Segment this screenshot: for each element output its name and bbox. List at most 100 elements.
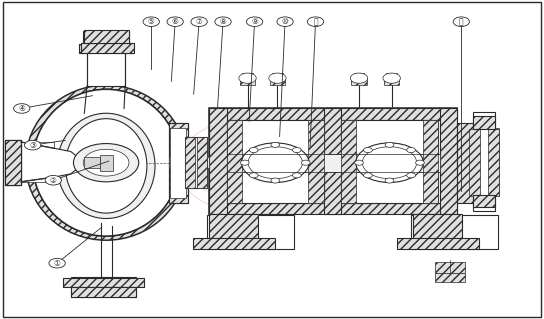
Circle shape	[355, 160, 363, 165]
Bar	[354, 73, 364, 78]
Bar	[5, 140, 21, 185]
Bar	[473, 116, 495, 129]
Circle shape	[73, 144, 139, 182]
Circle shape	[293, 147, 301, 152]
Text: 深: 深	[204, 180, 209, 190]
Circle shape	[143, 17, 159, 26]
Ellipse shape	[26, 85, 187, 240]
Bar	[71, 277, 136, 297]
Bar	[473, 112, 495, 211]
Bar	[435, 273, 465, 282]
Text: ⑦: ⑦	[196, 17, 202, 26]
Bar	[413, 214, 462, 242]
Text: 石: 石	[299, 180, 305, 190]
Circle shape	[49, 258, 65, 268]
Bar	[469, 129, 480, 196]
Circle shape	[167, 17, 183, 26]
Ellipse shape	[57, 113, 155, 219]
Circle shape	[240, 160, 249, 165]
Circle shape	[362, 147, 417, 179]
Bar	[240, 78, 255, 85]
Circle shape	[14, 104, 30, 113]
Bar	[169, 123, 188, 203]
Circle shape	[453, 17, 469, 26]
Bar	[469, 129, 499, 196]
Bar	[83, 31, 129, 44]
Bar	[100, 155, 113, 171]
Bar	[384, 78, 399, 85]
Circle shape	[356, 143, 423, 182]
Bar	[207, 215, 294, 249]
Bar	[397, 238, 479, 249]
Bar	[227, 154, 440, 172]
Text: ⑥: ⑥	[172, 17, 178, 26]
Ellipse shape	[33, 89, 180, 236]
Text: ⑫: ⑫	[459, 17, 463, 26]
Bar	[197, 137, 207, 188]
Circle shape	[271, 178, 280, 183]
Circle shape	[407, 173, 416, 178]
Circle shape	[363, 147, 372, 152]
Text: ①: ①	[54, 259, 60, 268]
Ellipse shape	[33, 89, 180, 236]
Bar	[209, 108, 457, 214]
Text: 水: 水	[250, 180, 256, 190]
Circle shape	[277, 17, 293, 26]
Circle shape	[239, 73, 256, 83]
Text: ⑪: ⑪	[313, 17, 318, 26]
Circle shape	[350, 73, 368, 83]
Bar	[341, 120, 356, 203]
Bar	[324, 108, 341, 214]
Ellipse shape	[65, 119, 147, 213]
Bar	[79, 44, 133, 53]
Bar	[242, 73, 253, 78]
Bar	[84, 157, 100, 168]
Circle shape	[416, 160, 424, 165]
Bar	[386, 73, 397, 78]
Text: ⑨: ⑨	[251, 17, 258, 26]
Circle shape	[249, 147, 258, 152]
Bar	[227, 120, 242, 203]
Text: ⑤: ⑤	[148, 17, 154, 26]
Bar	[71, 287, 136, 297]
Circle shape	[363, 173, 372, 178]
Circle shape	[385, 142, 394, 147]
Circle shape	[383, 73, 400, 83]
Bar	[169, 123, 188, 203]
Circle shape	[249, 173, 258, 178]
Circle shape	[83, 149, 129, 176]
Bar	[5, 140, 21, 185]
Bar	[308, 120, 324, 203]
Bar	[272, 73, 283, 78]
Bar	[411, 215, 498, 249]
Bar	[5, 140, 21, 185]
Circle shape	[385, 178, 394, 183]
Bar	[209, 108, 457, 120]
Text: ④: ④	[18, 104, 25, 113]
Circle shape	[307, 17, 324, 26]
Circle shape	[45, 175, 61, 185]
Bar	[170, 128, 186, 198]
Bar	[440, 108, 457, 214]
Circle shape	[24, 140, 41, 150]
Bar	[435, 262, 465, 273]
Circle shape	[191, 17, 207, 26]
Bar	[473, 195, 495, 207]
Bar	[81, 43, 134, 53]
Circle shape	[248, 147, 302, 179]
Circle shape	[407, 147, 416, 152]
Circle shape	[269, 73, 286, 83]
Bar	[209, 108, 227, 214]
Bar	[185, 137, 207, 188]
Polygon shape	[21, 142, 79, 182]
Text: ③: ③	[29, 141, 36, 150]
Bar	[87, 44, 125, 86]
Bar	[341, 120, 438, 203]
Circle shape	[271, 142, 280, 147]
Bar	[351, 78, 367, 85]
Bar	[193, 238, 275, 249]
Bar	[209, 203, 457, 214]
Bar	[209, 214, 258, 242]
Circle shape	[242, 143, 309, 182]
Bar	[270, 78, 285, 85]
